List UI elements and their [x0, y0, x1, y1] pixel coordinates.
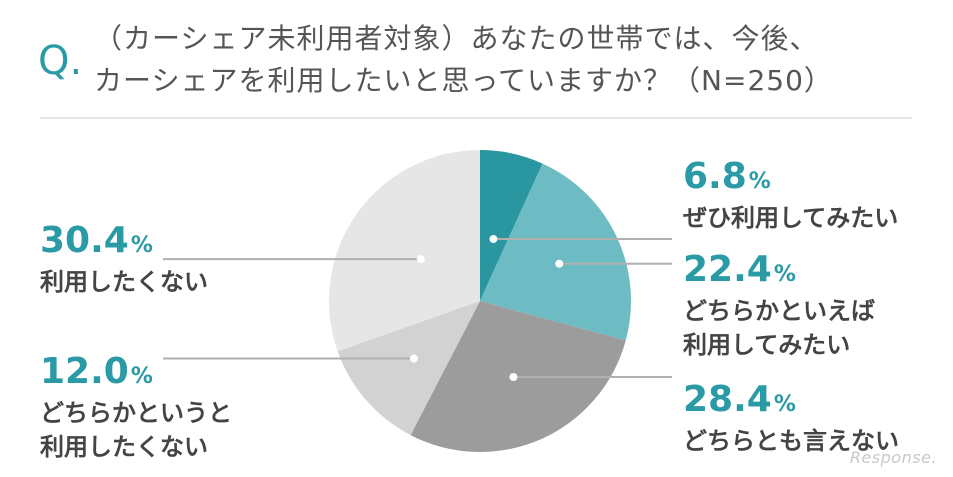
category-label-5-1: 利用したくない: [40, 268, 208, 296]
category-label-3-1: どちらとも言えない: [683, 427, 899, 455]
value-label-5: 30.4%: [40, 220, 153, 261]
category-label-1-1: ぜひ利用してみたい: [683, 204, 898, 232]
value-label-1: 6.8%: [683, 156, 771, 197]
leader-dot-2: [555, 259, 564, 268]
divider: [40, 117, 912, 119]
question-mark: Q.: [38, 38, 83, 84]
category-label-2-2: 利用してみたい: [683, 331, 850, 359]
value-label-3: 28.4%: [683, 379, 796, 420]
leader-dot-1: [489, 235, 498, 244]
leader-dot-5: [416, 255, 425, 264]
watermark-logo: Response.: [849, 448, 937, 467]
pie-slice-1: [480, 150, 543, 301]
question-line-1: （カーシェア未利用者対象）あなたの世帯では、今後、: [94, 22, 819, 55]
leader-dot-4: [409, 354, 418, 363]
pie-slice-5: [329, 150, 480, 352]
pie-slice-2: [480, 163, 631, 341]
category-label-2-1: どちらかといえば: [683, 297, 875, 325]
category-label-4-1: どちらかというと: [40, 399, 232, 427]
pie-slice-4: [337, 301, 480, 436]
question-line-2: カーシェアを利用したいと思っていますか？（N=250）: [94, 64, 833, 97]
question-text: （カーシェア未利用者対象）あなたの世帯では、今後、 カーシェアを利用したいと思っ…: [94, 18, 924, 102]
value-label-2: 22.4%: [683, 249, 796, 290]
category-label-4-2: 利用したくない: [40, 433, 208, 461]
leader-dot-3: [509, 373, 518, 382]
value-label-4: 12.0%: [40, 351, 153, 392]
